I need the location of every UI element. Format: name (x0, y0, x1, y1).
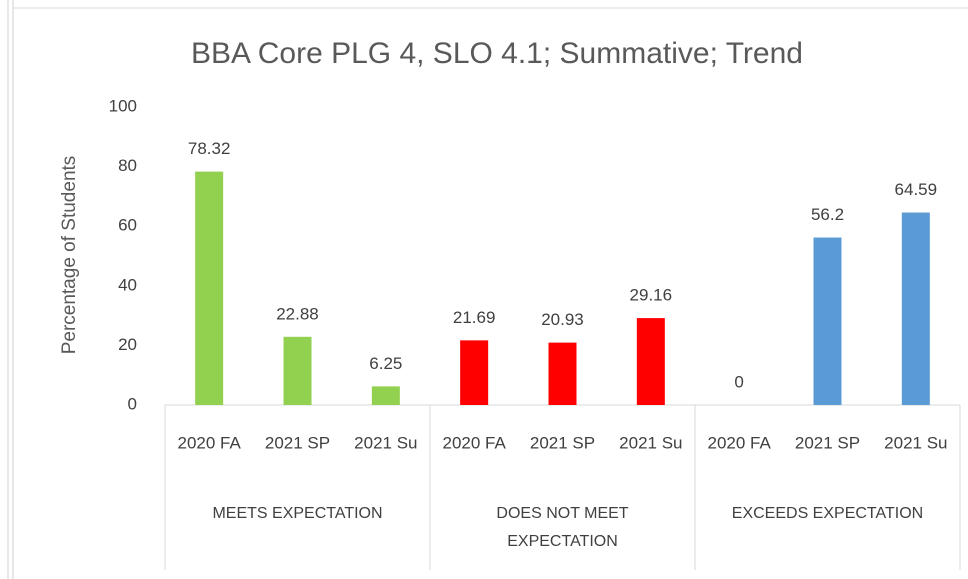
x-tick-label: 2021 SP (530, 433, 595, 452)
y-tick-label: 20 (118, 335, 137, 354)
x-tick-label: 2021 SP (265, 433, 330, 452)
bar (195, 171, 224, 405)
data-label: 29.16 (630, 286, 673, 305)
data-label: 21.69 (453, 308, 496, 327)
group-label: DOES NOT MEET EXPECTATION (496, 505, 629, 550)
x-tick-label: 2020 FA (178, 433, 242, 452)
y-tick-label: 80 (118, 156, 137, 175)
x-tick-label: 2020 FA (443, 433, 507, 452)
y-axis-label: Percentage of Students (59, 156, 80, 355)
bar (813, 237, 842, 405)
y-tick-label: 40 (118, 275, 137, 294)
group-label: EXCEEDS EXPECTATION (731, 505, 924, 522)
x-tick-label: 2020 FA (708, 433, 772, 452)
bar (283, 336, 312, 405)
bar (636, 318, 665, 405)
bar (371, 386, 400, 405)
chart-title: BBA Core PLG 4, SLO 4.1; Summative; Tren… (191, 37, 803, 70)
data-label: 0 (734, 372, 743, 391)
data-label: 78.32 (188, 139, 231, 158)
group-label-box: DOES NOT MEET EXPECTATION (496, 505, 629, 550)
bar (901, 212, 930, 405)
data-label: 56.2 (811, 205, 844, 224)
x-tick-label: 2021 SP (795, 433, 860, 452)
data-label: 6.25 (369, 354, 402, 373)
y-tick-label: 100 (109, 96, 137, 115)
group-label-box: MEETS EXPECTATION (212, 505, 383, 522)
x-tick-label: 2021 Su (884, 433, 947, 452)
data-label: 20.93 (541, 310, 584, 329)
data-label: 64.59 (895, 180, 938, 199)
x-tick-label: 2021 Su (619, 433, 682, 452)
group-label: MEETS EXPECTATION (212, 505, 383, 522)
data-label: 22.88 (276, 304, 319, 323)
y-tick-label: 0 (128, 394, 137, 413)
y-tick-label: 60 (118, 216, 137, 235)
bar (460, 340, 489, 405)
bar (548, 342, 577, 405)
x-tick-label: 2021 Su (354, 433, 417, 452)
group-label-box: EXCEEDS EXPECTATION (731, 505, 924, 522)
